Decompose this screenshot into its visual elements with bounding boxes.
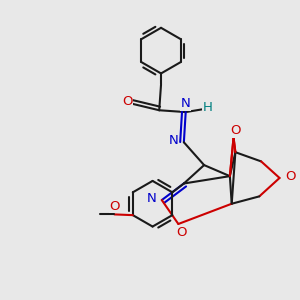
Text: O: O xyxy=(109,200,120,213)
Text: N: N xyxy=(147,192,156,205)
Text: H: H xyxy=(203,101,213,114)
Text: O: O xyxy=(285,169,296,183)
Text: O: O xyxy=(122,95,132,108)
Text: O: O xyxy=(230,124,241,137)
Text: O: O xyxy=(176,226,187,238)
Text: N: N xyxy=(181,98,190,110)
Text: N: N xyxy=(169,134,178,147)
